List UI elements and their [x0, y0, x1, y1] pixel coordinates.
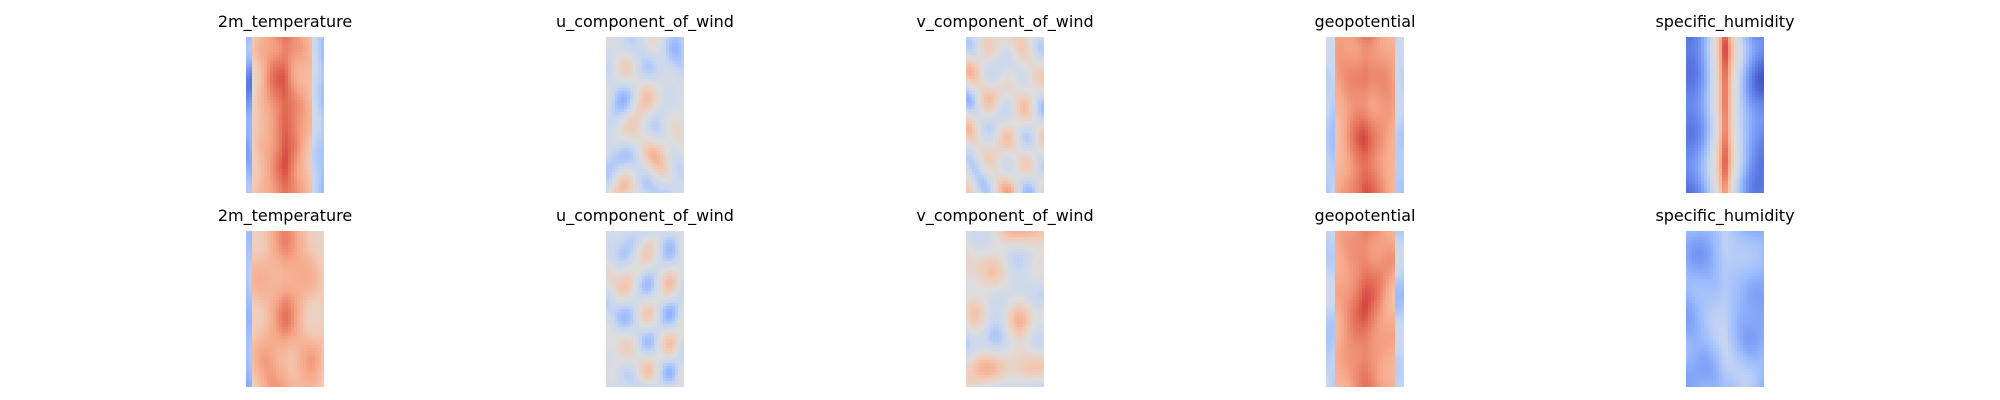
panel-title-specific-humidity: specific_humidity: [1655, 206, 1795, 225]
heatmap-2m-temperature: [246, 37, 324, 193]
heatmap-u-component-of-wind: [606, 37, 684, 193]
heatmap-texture: [966, 231, 1044, 387]
heatmap-v-component-of-wind: [966, 231, 1044, 387]
heatmap-specific-humidity: [1686, 231, 1764, 387]
heatmap-texture: [1326, 37, 1404, 193]
heatmap-u-component-of-wind: [606, 231, 684, 387]
panel-title-specific-humidity: specific_humidity: [1655, 12, 1795, 31]
heatmap-texture: [1686, 37, 1764, 193]
heatmap-texture: [966, 37, 1044, 193]
panel-title-geopotential: geopotential: [1314, 206, 1416, 225]
heatmap-texture: [606, 231, 684, 387]
panel-title-v-component-of-wind: v_component_of_wind: [916, 206, 1094, 225]
heatmap-v-component-of-wind: [966, 37, 1044, 193]
panel-title-2m-temperature: 2m_temperature: [217, 12, 353, 31]
heatmap-texture: [606, 37, 684, 193]
panel-title-geopotential: geopotential: [1314, 12, 1416, 31]
heatmap-texture: [1326, 231, 1404, 387]
panel-title-v-component-of-wind: v_component_of_wind: [916, 12, 1094, 31]
panel-title-u-component-of-wind: u_component_of_wind: [556, 206, 734, 225]
heatmap-geopotential: [1326, 231, 1404, 387]
heatmap-texture: [246, 231, 324, 387]
heatmap-texture: [1686, 231, 1764, 387]
panel-title-2m-temperature: 2m_temperature: [217, 206, 353, 225]
heatmap-specific-humidity: [1686, 37, 1764, 193]
panel-title-u-component-of-wind: u_component_of_wind: [556, 12, 734, 31]
heatmap-texture: [246, 37, 324, 193]
heatmap-geopotential: [1326, 37, 1404, 193]
heatmap-2m-temperature: [246, 231, 324, 387]
